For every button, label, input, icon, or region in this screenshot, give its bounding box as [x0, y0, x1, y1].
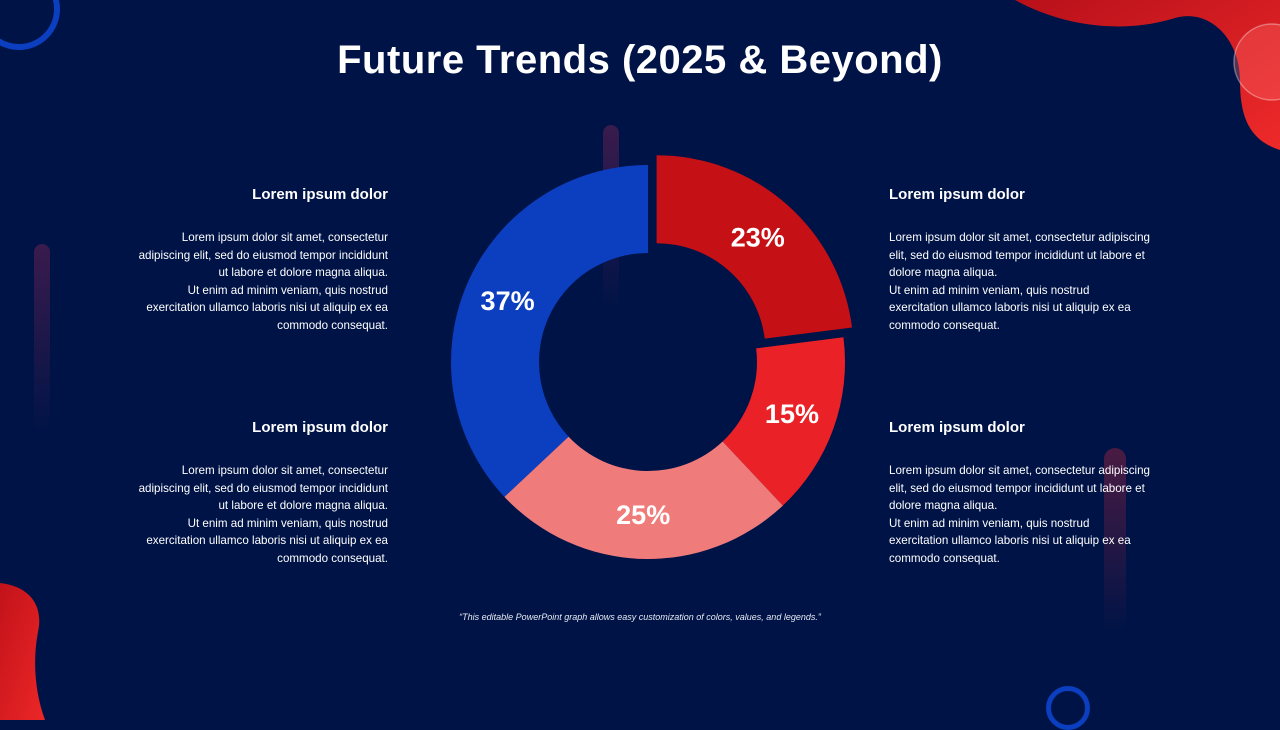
slice-label-3: 25%	[616, 500, 670, 530]
chart-caption: “This editable PowerPoint graph allows e…	[459, 612, 821, 622]
slice-label-1: 23%	[731, 222, 785, 252]
bottom-left-blob	[0, 583, 45, 720]
decorative-bar	[1104, 448, 1126, 633]
block-body: Lorem ipsum dolor sit amet, consectetur …	[138, 464, 388, 565]
decorative-ring	[1046, 686, 1090, 730]
block-heading: Lorem ipsum dolor	[252, 186, 388, 203]
slide-title: Future Trends (2025 & Beyond)	[337, 38, 943, 82]
text-block-bottom-left: Lorem ipsum dolor Lorem ipsum dolor sit …	[104, 419, 388, 568]
donut-slice-1	[656, 155, 853, 339]
block-heading: Lorem ipsum dolor	[889, 419, 1025, 436]
text-block-top-left: Lorem ipsum dolor Lorem ipsum dolor sit …	[104, 186, 388, 335]
block-body: Lorem ipsum dolor sit amet, consectetur …	[889, 231, 1150, 332]
decorative-bar	[34, 244, 50, 434]
donut-slice-3	[504, 436, 783, 559]
block-body: Lorem ipsum dolor sit amet, consectetur …	[138, 231, 388, 332]
donut-chart: 23% 15% 25% 37%	[451, 155, 853, 559]
block-body: Lorem ipsum dolor sit amet, consectetur …	[889, 464, 1150, 565]
text-block-bottom-right: Lorem ipsum dolor Lorem ipsum dolor sit …	[889, 419, 1189, 568]
block-heading: Lorem ipsum dolor	[252, 419, 388, 436]
slice-label-2: 15%	[765, 399, 819, 429]
slice-label-4: 37%	[481, 286, 535, 316]
text-block-top-right: Lorem ipsum dolor Lorem ipsum dolor sit …	[889, 186, 1189, 335]
block-heading: Lorem ipsum dolor	[889, 186, 1025, 203]
donut-slice-2	[722, 337, 845, 506]
donut-slice-4	[451, 165, 648, 497]
